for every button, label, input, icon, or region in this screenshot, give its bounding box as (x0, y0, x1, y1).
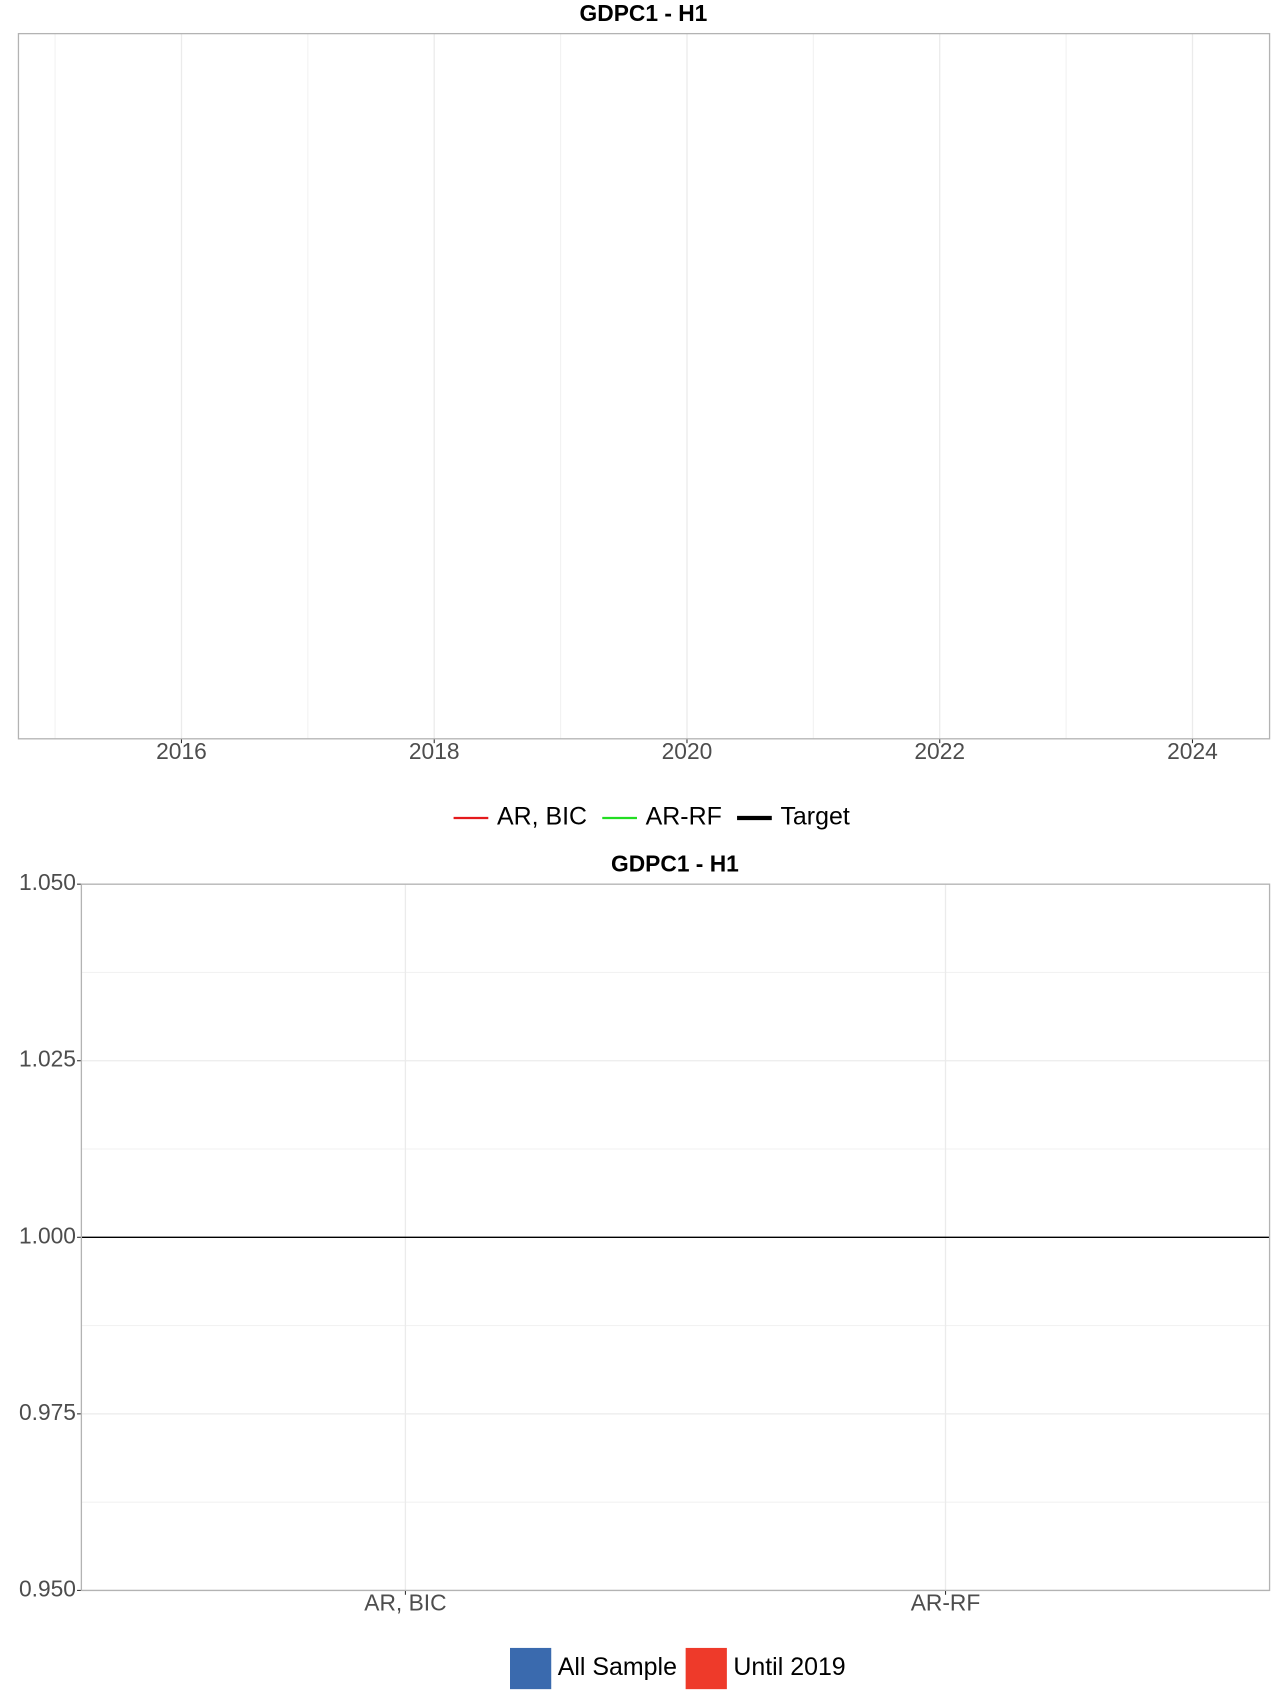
legend-label: AR, BIC (497, 803, 587, 831)
x-tick-label: 2022 (914, 738, 965, 764)
panel-border (80, 883, 1271, 1592)
legend-label: Target (780, 803, 849, 831)
y-tick-label: 0.975 (19, 1399, 76, 1425)
x-tick-label: 2020 (662, 738, 713, 764)
x-tick-label: 2024 (1167, 738, 1218, 764)
x-tick-label: 2016 (156, 738, 207, 764)
x-tick-label: 2018 (409, 738, 460, 764)
legend-label: AR-RF (646, 803, 722, 831)
y-tick-label: 1.025 (19, 1046, 76, 1072)
chart-title: GDPC1 - H1 (580, 0, 708, 26)
legend-label: All Sample (558, 1653, 677, 1681)
legend-swatch (685, 1647, 727, 1690)
legend-swatch (510, 1647, 552, 1690)
legend-label: Until 2019 (733, 1653, 845, 1681)
x-tick-label: AR, BIC (364, 1590, 446, 1616)
panel-border (17, 32, 1271, 740)
y-tick-label: 0.950 (19, 1575, 76, 1601)
chart-title: GDPC1 - H1 (611, 851, 739, 877)
y-tick-label: 1.000 (19, 1222, 76, 1248)
x-tick-label: AR-RF (911, 1590, 981, 1616)
y-tick-label: 1.050 (19, 869, 76, 895)
